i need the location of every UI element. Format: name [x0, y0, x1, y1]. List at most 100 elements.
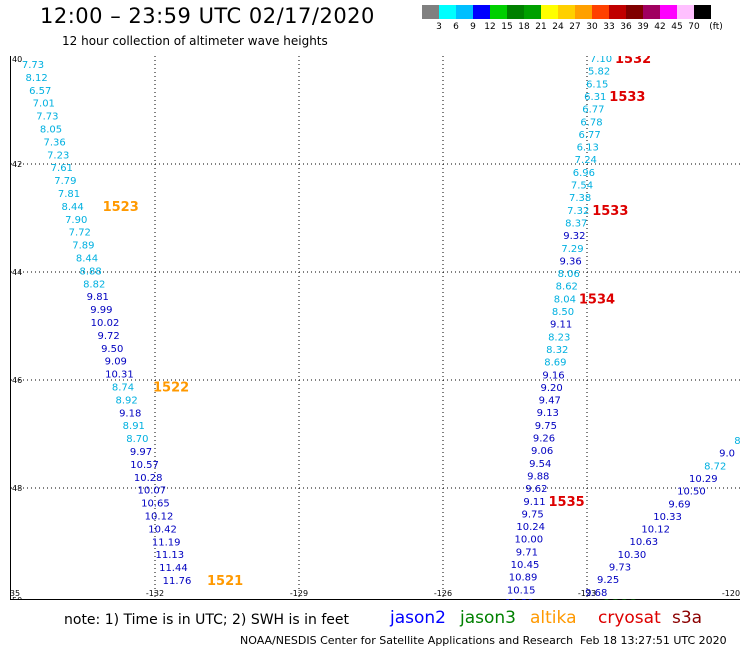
lon-tick-label: -123: [578, 589, 596, 598]
swh-label: 9.99: [90, 305, 112, 316]
scale-label: 18: [518, 22, 530, 32]
swh-label: 7.29: [561, 244, 583, 255]
scale-label: 33: [603, 22, 615, 32]
swh-label: 10.12: [145, 512, 174, 523]
generated-timestamp: Feb 18 13:27:51 UTC 2020: [580, 634, 727, 647]
scale-swatch: [422, 5, 439, 19]
lat-tick-label: 44: [12, 268, 22, 277]
swh-label: 9.71: [516, 547, 538, 558]
legend-item-cryosat: cryosat: [598, 608, 661, 628]
swh-label: 7.89: [72, 241, 94, 252]
swh-label: 8.69: [544, 358, 566, 369]
swh-label: 9.81: [87, 292, 109, 303]
swh-label: 10.63: [629, 537, 658, 548]
swh-label: 10.31: [105, 370, 134, 381]
swh-label: 7.79: [54, 176, 76, 187]
swh-label: 7.32: [567, 206, 589, 217]
swh-label: 9.32: [563, 231, 585, 242]
scale-label: 45: [671, 22, 683, 32]
swh-label: 8.50: [552, 307, 574, 318]
legend-item-jason2: jason2: [390, 608, 446, 628]
swh-label: 10.12: [641, 525, 670, 536]
scale-swatch: [439, 5, 456, 19]
swh-label: 7.72: [69, 228, 91, 239]
swh-label: 9.75: [535, 421, 557, 432]
swh-label: 7.81: [58, 189, 80, 200]
swh-label: 9.16: [542, 370, 564, 381]
scale-label: 6: [453, 22, 459, 32]
scale-swatch: [643, 5, 660, 19]
swh-label: 10.89: [509, 573, 538, 584]
swh-label: 7.01: [33, 99, 55, 110]
swh-label: 6.77: [582, 105, 604, 116]
swh-label: 7.38: [569, 193, 591, 204]
swh-label: 6.31: [584, 92, 606, 103]
scale-swatch: [524, 5, 541, 19]
scale-swatch: [473, 5, 490, 19]
pass-time-label: 1533: [592, 204, 628, 219]
pass-time-label: 1532: [615, 56, 651, 67]
swh-label: 10.33: [653, 512, 682, 523]
swh-label: 10.02: [91, 318, 120, 329]
swh-label: 9.73: [609, 563, 631, 574]
swh-label: 8.12: [25, 73, 47, 84]
scale-swatch: [609, 5, 626, 19]
swh-label: 6.77: [578, 130, 600, 141]
lon-tick-label: -120: [722, 589, 740, 598]
swh-label: 9.09: [105, 357, 127, 368]
credit-text: NOAA/NESDIS Center for Satellite Applica…: [240, 634, 574, 647]
scale-label: 27: [569, 22, 581, 32]
swh-label: 8.23: [548, 332, 570, 343]
swh-label: 11.19: [152, 537, 181, 548]
swh-label: 11.76: [163, 576, 192, 587]
scale-label: 70: [688, 22, 700, 32]
lon-tick-label: -132: [146, 589, 164, 598]
swh-label: 9.20: [540, 383, 562, 394]
scale-swatch: [507, 5, 524, 19]
scale-label: 24: [552, 22, 564, 32]
scale-label: (ft): [709, 22, 723, 32]
scale-swatch: [558, 5, 575, 19]
scale-swatch: [592, 5, 609, 19]
swh-label: 8.92: [115, 395, 137, 406]
lat-tick-label: 50: [12, 596, 22, 600]
swh-label: 9.68: [585, 588, 607, 599]
swh-label: 8.62: [556, 282, 578, 293]
swh-label: 9.75: [521, 509, 543, 520]
pass-time-label: 1534: [579, 292, 615, 307]
scale-label: 30: [586, 22, 598, 32]
swh-label: 7.10: [590, 56, 612, 65]
swh-label: 6.15: [586, 79, 608, 90]
swh-label: 7.73: [22, 60, 44, 71]
swh-label: 7.24: [575, 155, 597, 166]
swh-label: 9.47: [539, 396, 561, 407]
pass-time-label: 1535: [549, 495, 585, 510]
pass-time-label: 1522: [153, 381, 189, 396]
swh-label: 6.78: [580, 117, 602, 128]
scale-label: 36: [620, 22, 632, 32]
color-scale-bar: [422, 5, 711, 19]
swh-label: 9.0: [719, 449, 735, 460]
swh-label: 10.45: [511, 560, 540, 571]
scale-label: 15: [501, 22, 513, 32]
page-title: 12:00 – 23:59 UTC 02/17/2020: [40, 4, 375, 28]
swh-label: 8.37: [565, 218, 587, 229]
swh-label: 8.04: [554, 294, 576, 305]
swh-label: 8.06: [558, 269, 580, 280]
swh-label: 8.44: [61, 202, 83, 213]
swh-label: 10.24: [516, 522, 545, 533]
lon-tick-label: -129: [290, 589, 308, 598]
swh-label: 8.88: [79, 266, 101, 277]
scale-swatch: [575, 5, 592, 19]
swh-label: 8.74: [112, 383, 134, 394]
units-note: note: 1) Time is in UTC; 2) SWH is in fe…: [64, 612, 350, 628]
pass-time-label: 1523: [103, 200, 139, 215]
swh-label: 9.97: [130, 447, 152, 458]
swh-label: 8.91: [123, 421, 145, 432]
scale-label: 42: [654, 22, 666, 32]
scale-swatch: [660, 5, 677, 19]
scale-swatch: [677, 5, 694, 19]
swh-label: 11.44: [159, 563, 188, 574]
scale-label: 21: [535, 22, 547, 32]
swh-label: 9.54: [529, 459, 551, 470]
